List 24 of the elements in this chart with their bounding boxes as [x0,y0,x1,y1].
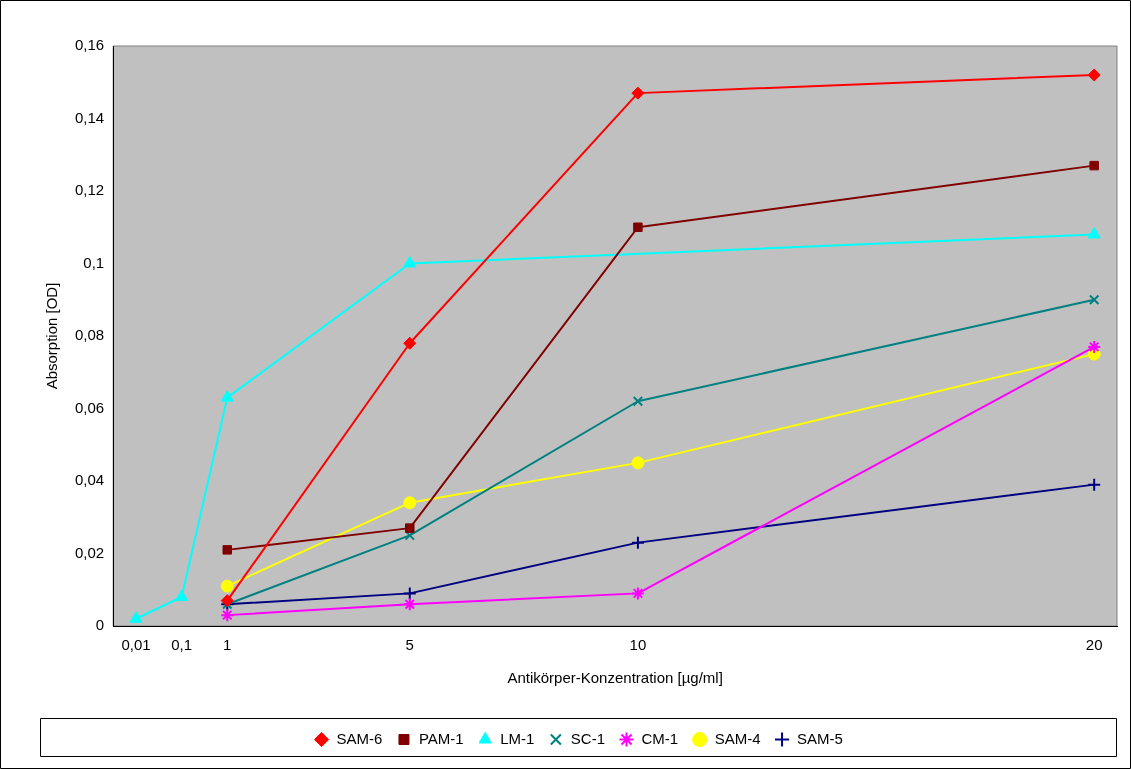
x-tick-label: 20 [1085,636,1103,654]
x-tick-label: 5 [405,636,414,654]
y-tick-label: 0,1 [83,253,105,271]
legend-label: SAM-6 [336,729,383,747]
legend-label: PAM-1 [418,729,464,747]
legend-label: LM-1 [500,729,535,747]
y-tick-label: 0,02 [74,543,105,561]
legend-label: CM-1 [641,729,679,747]
y-tick-label: 0,12 [74,181,105,199]
y-tick-label: 0,06 [74,398,105,416]
legend-label: SAM-5 [797,729,843,747]
y-tick-label: 0,04 [74,471,105,489]
y-tick-label: 0 [95,616,105,634]
legend-label: SC-1 [570,729,606,747]
y-axis-title: Absorption [OD] [43,282,61,390]
y-tick-label: 0,16 [74,36,105,54]
y-tick-label: 0,14 [74,108,105,126]
x-axis-title: Antikörper-Konzentration [µg/ml] [507,669,723,687]
y-tick-label: 0,08 [74,326,105,344]
x-tick-label: 0,1 [171,636,193,654]
legend-label: SAM-4 [714,729,761,747]
x-tick-label: 10 [629,636,647,654]
x-tick-label: 0,01 [121,636,151,654]
x-tick-label: 1 [223,636,232,654]
